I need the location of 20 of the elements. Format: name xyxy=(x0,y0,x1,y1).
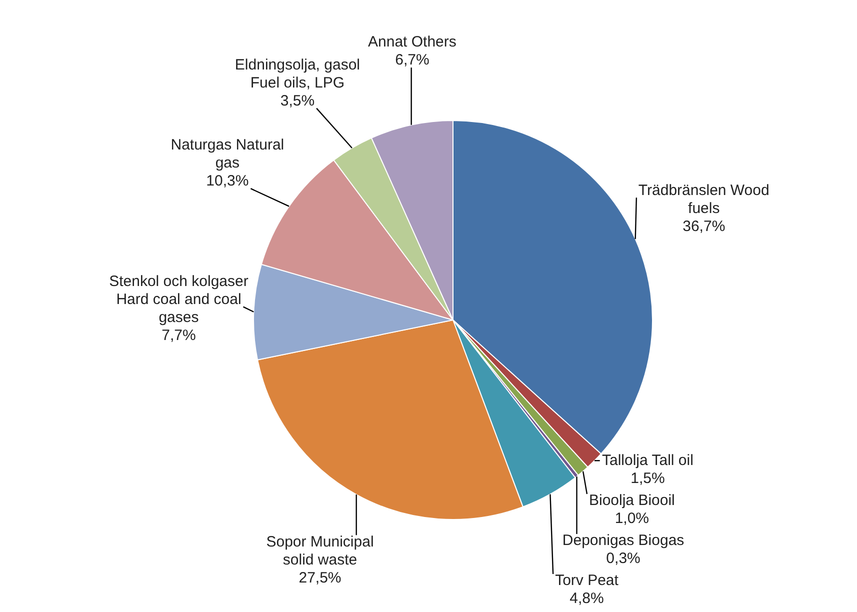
data-label: 3,5% xyxy=(280,92,315,110)
data-label: 6,7% xyxy=(395,52,430,69)
slice-label: Sopor Municipal solid waste xyxy=(266,533,374,568)
slice-label: Eldningsolja, gasol Fuel oils, LPG xyxy=(234,56,360,92)
data-label: 4,8% xyxy=(570,590,604,608)
data-label: 10,3% xyxy=(206,172,249,190)
data-label: 1,0% xyxy=(614,510,650,528)
slice-label: Bioolja Biooil xyxy=(588,492,675,510)
slice-label: Trädbränslen Wood fuels xyxy=(638,182,770,217)
data-label: 1,5% xyxy=(630,470,665,488)
slice-label: Deponigas Biogas xyxy=(562,532,684,550)
data-label: 27,5% xyxy=(298,569,342,586)
slice-label: Torv Peat xyxy=(555,572,620,590)
slice-label: Stenkol och kolgaser Hard coal and coal gases xyxy=(109,272,248,326)
slice-label: Naturgas Natural gas xyxy=(170,136,284,172)
data-label: 7,7% xyxy=(162,326,196,344)
slice-label: Tallolja Tall oil xyxy=(602,452,694,470)
slice-label: Annat Others xyxy=(368,34,456,51)
data-label: 36,7% xyxy=(682,218,726,235)
data-label: 0,3% xyxy=(606,550,640,568)
